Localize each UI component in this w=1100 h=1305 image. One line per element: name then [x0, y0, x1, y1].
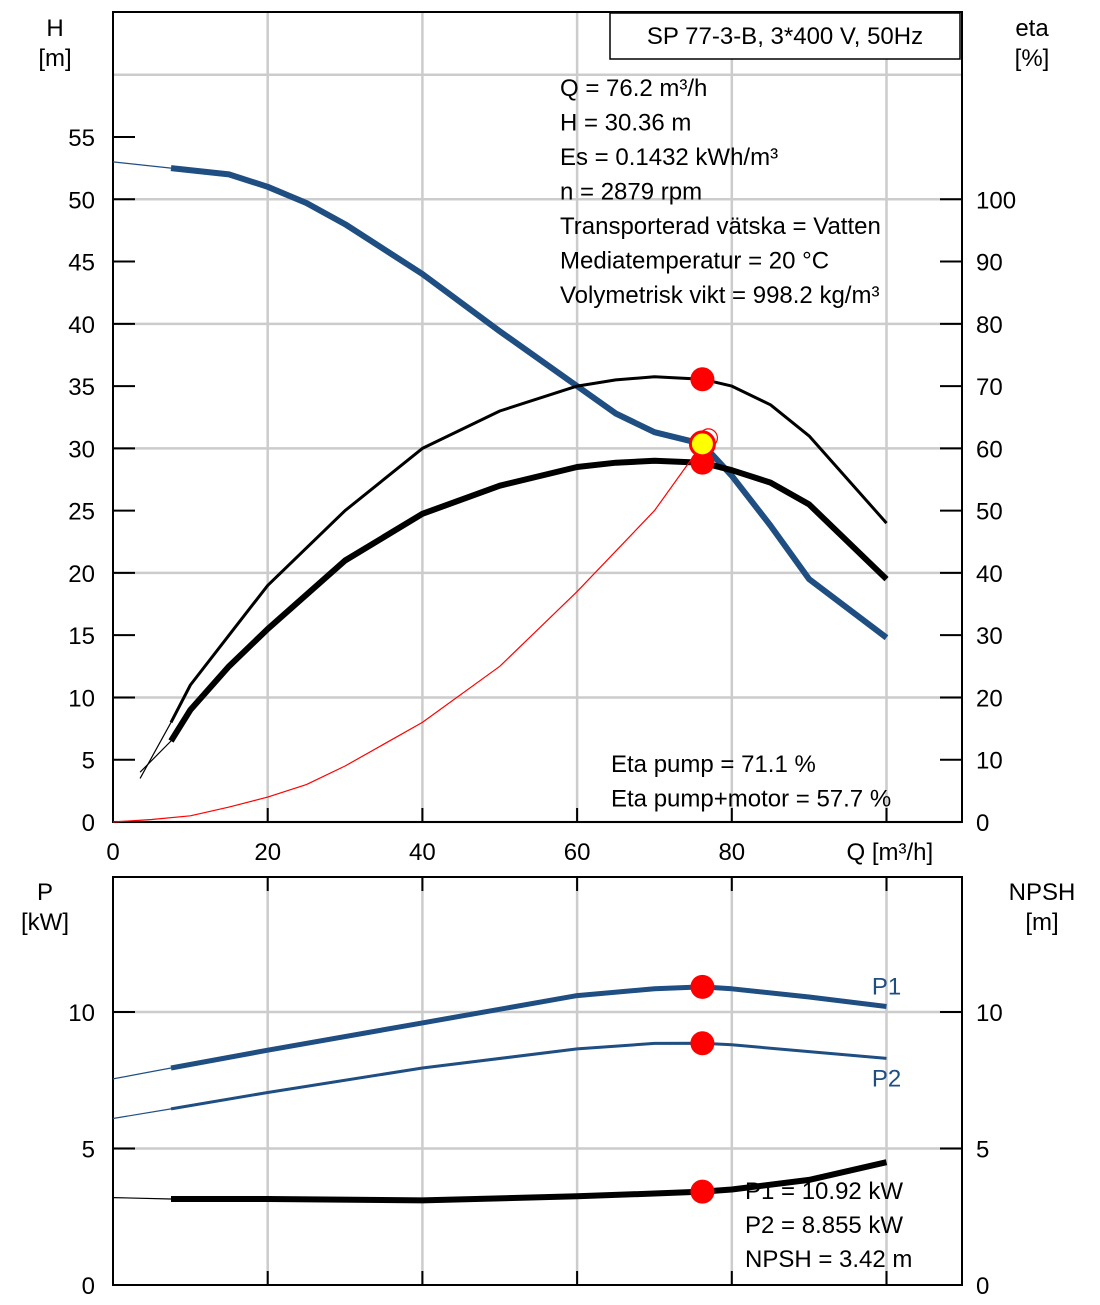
series-extrapolation — [139, 740, 172, 773]
y-axis-unit-right: [m] — [1025, 909, 1058, 936]
y-tick-label-right: 50 — [976, 499, 1003, 526]
y-tick-label-left: 25 — [68, 499, 95, 526]
y-axis-title-left: H — [46, 15, 63, 42]
annotation-text: P1 = 10.92 kW — [745, 1178, 903, 1205]
y-tick-label-left: 30 — [68, 436, 95, 463]
series-label: P2 — [872, 1065, 901, 1092]
operating-point — [690, 1031, 715, 1056]
head-efficiency-panel: 0 5 10 15 20 25 30 35 40 45 50 55 0 10 20 30 40 50 60 70 80 9… — [38, 11, 1050, 866]
series-line — [171, 1159, 888, 1204]
annotation-text: n = 2879 rpm — [560, 179, 702, 206]
x-tick-label: 60 — [564, 839, 591, 866]
y-tick-label-right: 20 — [976, 685, 1003, 712]
series-line — [112, 443, 703, 823]
series-extrapolation — [112, 1108, 172, 1120]
y-tick-label-right: 0 — [976, 1273, 989, 1300]
y-tick-label-right: 70 — [976, 374, 1003, 401]
annotation-text: NPSH = 3.42 m — [745, 1246, 912, 1273]
annotation-text: Eta pump+motor = 57.7 % — [611, 786, 891, 813]
x-tick-label: 0 — [106, 839, 119, 866]
chart-title: SP 77-3-B, 3*400 V, 50Hz — [647, 23, 923, 50]
y-tick-label-left: 35 — [68, 374, 95, 401]
plot-frame — [112, 876, 963, 1286]
y-tick-label-right: 60 — [976, 436, 1003, 463]
plot-frame — [112, 11, 963, 823]
y-tick-label-left: 15 — [68, 623, 95, 650]
y-tick-label-left: 45 — [68, 250, 95, 277]
x-axis-title: Q [m³/h] — [847, 839, 934, 866]
y-axis-unit-left: [kW] — [21, 909, 69, 936]
y-axis-title-left: P — [37, 879, 53, 906]
y-tick-label-left: 10 — [68, 1000, 95, 1027]
annotation-text: Q = 76.2 m³/h — [560, 75, 707, 102]
y-axis-title-right: eta — [1015, 15, 1049, 42]
series-extrapolation — [112, 1067, 172, 1080]
annotation-text: P2 = 8.855 kW — [745, 1212, 903, 1239]
y-tick-label-left: 55 — [68, 125, 95, 152]
y-tick-label-right: 100 — [976, 187, 1016, 214]
x-tick-label: 40 — [409, 839, 436, 866]
series-line — [168, 457, 889, 743]
annotation-text: Transporterad vätska = Vatten — [560, 213, 881, 240]
series-extrapolation — [139, 722, 172, 779]
operating-point — [690, 450, 715, 475]
y-tick-label-right: 5 — [976, 1137, 989, 1164]
y-tick-label-left: 40 — [68, 312, 95, 339]
annotation-text: Eta pump = 71.1 % — [611, 751, 816, 778]
series-line — [170, 984, 887, 1071]
operating-point — [690, 367, 715, 392]
series-label: P1 — [872, 974, 901, 1001]
y-tick-label-right: 0 — [976, 810, 989, 837]
operating-point — [688, 430, 716, 458]
y-tick-label-left: 0 — [82, 1273, 95, 1300]
y-tick-label-right: 30 — [976, 623, 1003, 650]
annotation-text: Volymetrisk vikt = 998.2 kg/m³ — [560, 282, 879, 309]
y-tick-label-left: 10 — [68, 685, 95, 712]
annotation-text: Es = 0.1432 kWh/m³ — [560, 144, 778, 171]
operating-point — [690, 1179, 715, 1204]
y-tick-label-right: 10 — [976, 748, 1003, 775]
y-tick-label-right: 90 — [976, 250, 1003, 277]
series-extrapolation — [112, 1197, 172, 1200]
annotation-text: H = 30.36 m — [560, 110, 691, 137]
operating-point — [690, 974, 715, 999]
annotation-text: Mediatemperatur = 20 °C — [560, 248, 829, 275]
series-line — [169, 375, 888, 724]
y-tick-label-left: 5 — [82, 748, 95, 775]
x-tick-label: 80 — [718, 839, 745, 866]
y-axis-unit-right: [%] — [1015, 45, 1050, 72]
y-tick-label-right: 10 — [976, 1000, 1003, 1027]
power-npsh-panel: 0 5 10 0 5 10 P [kW] NPSH [m] P1 P2 P1 = 10.92 kW P2 … — [21, 876, 1076, 1300]
y-tick-label-left: 20 — [68, 561, 95, 588]
series-extrapolation — [112, 161, 172, 169]
y-tick-label-left: 5 — [82, 1137, 95, 1164]
y-tick-label-right: 40 — [976, 561, 1003, 588]
x-tick-label: 20 — [254, 839, 281, 866]
series-line — [170, 1041, 887, 1111]
y-tick-label-left: 50 — [68, 187, 95, 214]
y-axis-title-right: NPSH — [1009, 879, 1076, 906]
y-axis-unit-left: [m] — [38, 45, 71, 72]
title-box — [609, 12, 961, 60]
y-tick-label-left: 0 — [82, 810, 95, 837]
y-tick-label-right: 80 — [976, 312, 1003, 339]
